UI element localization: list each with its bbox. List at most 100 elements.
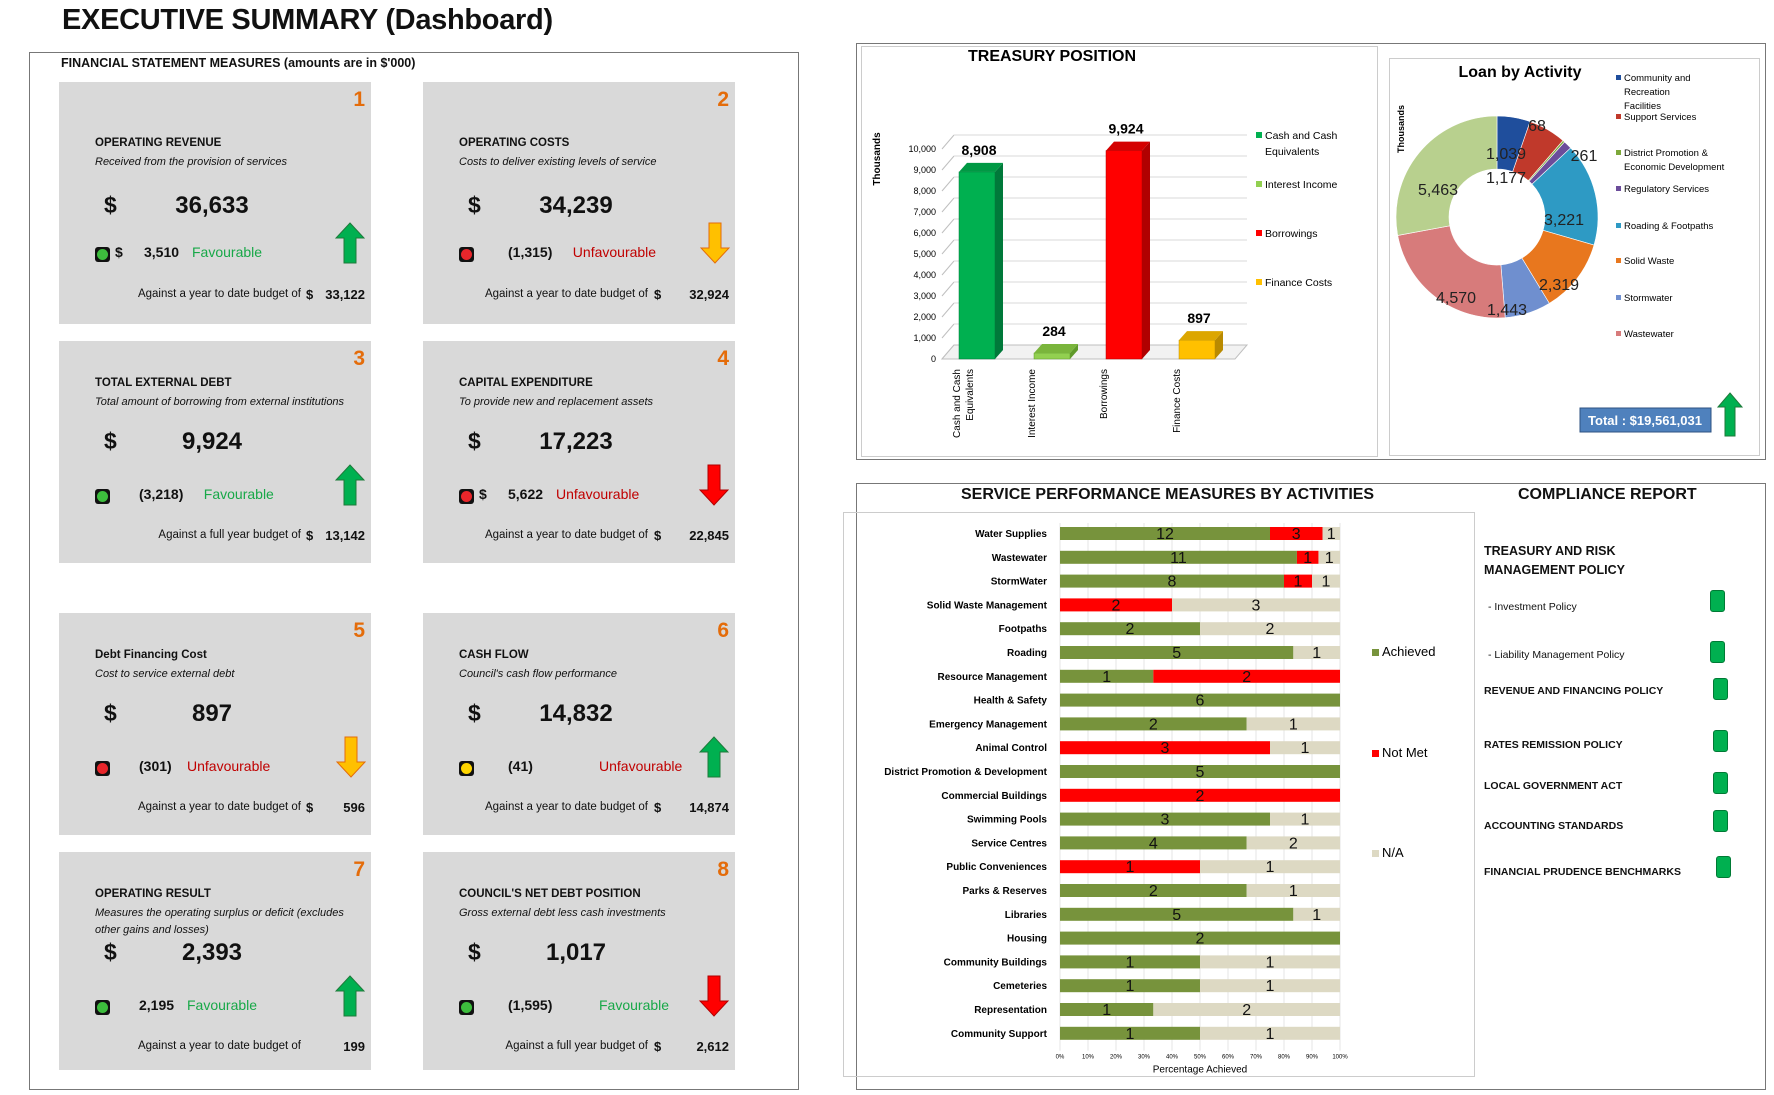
budget-value: 596 — [343, 800, 365, 815]
loan-total: Total : $19,561,031 — [1588, 413, 1702, 428]
spm-xtick: 80% — [1278, 1055, 1291, 1061]
kpi-dollar: $ — [468, 192, 481, 218]
treasury-ytick: 0 — [931, 354, 936, 364]
spm-xtick: 30% — [1138, 1055, 1151, 1061]
legend-swatch — [1256, 230, 1262, 236]
spm-data-label: 1 — [1266, 859, 1275, 876]
budget-label: Against a year to date budget of — [137, 1040, 301, 1052]
arrow-down-icon — [336, 736, 366, 778]
arrow-up-icon — [335, 975, 365, 1017]
budget-dollar: $ — [654, 528, 662, 543]
legend-swatch — [1256, 132, 1262, 138]
spm-bar-segment — [1246, 884, 1340, 897]
spm-data-label: 1 — [1126, 1026, 1135, 1043]
spm-data-label: 1 — [1102, 669, 1111, 686]
spm-category-label: Resource Management — [938, 672, 1048, 683]
kpi-number: 5 — [353, 619, 365, 642]
loan-legend-label: District Promotion & — [1624, 148, 1709, 159]
legend-swatch — [1372, 649, 1379, 656]
spm-data-label: 3 — [1292, 526, 1301, 543]
spm-bar-segment — [1060, 622, 1200, 636]
spm-bar-segment — [1060, 550, 1297, 564]
spm-data-label: 2 — [1149, 883, 1158, 900]
spm-data-label: 2 — [1126, 621, 1135, 638]
compliance-status-icon — [1710, 590, 1725, 612]
variance-value: (301) — [139, 758, 172, 774]
treasury-data-label: 8,908 — [961, 142, 996, 158]
loan-legend-label: Solid Waste — [1624, 256, 1674, 267]
variance-status: Unfavourable — [599, 758, 683, 774]
treasury-ytick: 6,000 — [913, 228, 936, 238]
spm-category-label: Community Buildings — [944, 957, 1048, 968]
treasury-ytick: 4,000 — [913, 270, 936, 280]
variance-value: 2,195 — [139, 997, 175, 1013]
kpi-dollar: $ — [468, 700, 481, 726]
spm-category-label: Roading — [1007, 648, 1047, 659]
spm-bar-segment — [1153, 1003, 1340, 1016]
spm-data-label: 1 — [1102, 1002, 1111, 1019]
spm-data-label: 2 — [1242, 669, 1251, 686]
legend-swatch — [1616, 258, 1621, 263]
compliance-title: COMPLIANCE REPORT — [1518, 486, 1697, 503]
spm-data-label: 1 — [1126, 978, 1135, 995]
budget-value: 33,122 — [325, 287, 365, 302]
legend-swatch — [1616, 75, 1621, 80]
variance-status: Favourable — [599, 997, 670, 1013]
spm-data-label: 3 — [1161, 740, 1170, 757]
spm-bar-segment — [1060, 955, 1200, 969]
compliance-item-label: FINANCIAL PRUDENCE BENCHMARKS — [1484, 866, 1681, 878]
kpi-card: 1 OPERATING REVENUE Received from the prov… — [59, 82, 371, 324]
kpi-description: Cost to service external debt — [95, 668, 235, 680]
kpi-value: 2,393 — [181, 939, 243, 966]
spm-data-label: 1 — [1126, 859, 1135, 876]
arrow-up-icon — [699, 736, 729, 778]
spm-category-label: Emergency Management — [929, 719, 1047, 730]
spm-data-label: 4 — [1149, 835, 1158, 852]
spm-bar-segment — [1060, 1003, 1154, 1016]
spm-bar-segment — [1296, 550, 1319, 564]
loan-data-label: 1,443 — [1487, 302, 1527, 319]
spm-data-label: 3 — [1161, 812, 1170, 829]
spm-data-label: 3 — [1252, 597, 1261, 614]
service-performance-chart: 0% 10% 20% 30% 40% 50% 60% 70% 80% 90% 100% Percent… — [884, 523, 1435, 1076]
spm-data-label: 11 — [1170, 550, 1187, 567]
legend-swatch — [1372, 850, 1379, 857]
kpi-card: 4 CAPITAL EXPENDITURE To provide new and r… — [423, 341, 735, 563]
budget-label: Against a year to date budget of — [137, 801, 301, 813]
service-performance-chart-frame: 0% 10% 20% 30% 40% 50% 60% 70% 80% 90% 100% Percent… — [843, 512, 1475, 1077]
treasury-ytick: 5,000 — [913, 249, 936, 259]
arrow-down-icon — [699, 975, 729, 1017]
treasury-legend-label: Equivalents — [1265, 146, 1319, 158]
budget-dollar: $ — [654, 1039, 662, 1054]
compliance-item-label: RATES REMISSION POLICY — [1484, 739, 1623, 751]
kpi-title: OPERATING COSTS — [459, 137, 570, 149]
compliance-status-icon — [1713, 678, 1728, 700]
spm-data-label: 6 — [1196, 693, 1205, 710]
kpi-dollar: $ — [104, 700, 117, 726]
spm-bar-segment — [1060, 598, 1172, 612]
spm-bar-segment — [1060, 717, 1247, 731]
treasury-title: TREASURY POSITION — [968, 48, 1136, 65]
kpi-title: CAPITAL EXPENDITURE — [459, 377, 593, 389]
spm-data-label: 1 — [1303, 550, 1312, 567]
spm-bar-segment — [1060, 931, 1340, 945]
kpi-title: OPERATING RESULT — [95, 888, 211, 900]
legend-swatch — [1616, 295, 1621, 300]
treasury-bar — [958, 162, 1003, 360]
kpi-description: Costs to deliver existing levels of serv… — [459, 156, 657, 168]
spm-category-label: Swimming Pools — [967, 815, 1047, 826]
kpi-number: 6 — [717, 619, 729, 642]
spm-data-label: 1 — [1266, 978, 1275, 995]
legend-swatch — [1616, 150, 1621, 155]
spm-data-label: 1 — [1322, 574, 1331, 591]
service-performance-title: SERVICE PERFORMANCE MEASURES BY ACTIVITI… — [961, 486, 1375, 503]
loan-chart-frame: Loan by Activity Thousands 1,039 1,177 68 261… — [1389, 58, 1760, 456]
compliance-status-icon — [1713, 772, 1728, 794]
kpi-dollar: $ — [104, 428, 117, 454]
loan-data-label: 2,319 — [1539, 277, 1579, 294]
spm-category-label: Solid Waste Management — [927, 600, 1048, 611]
treasury-legend-label: Interest Income — [1265, 179, 1338, 191]
spm-category-label: StormWater — [991, 577, 1047, 588]
spm-data-label: 12 — [1156, 526, 1174, 543]
kpi-title: COUNCIL'S NET DEBT POSITION — [459, 888, 641, 900]
